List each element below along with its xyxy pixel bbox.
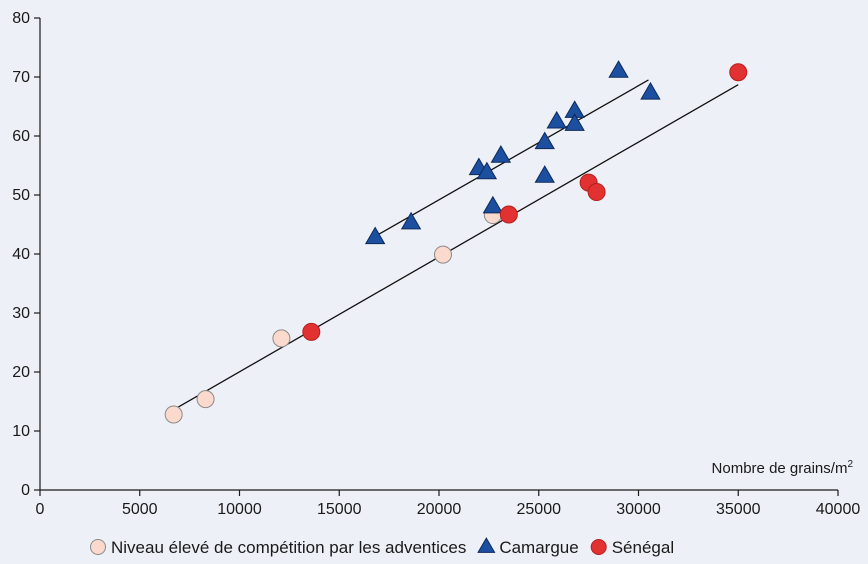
circle-point [302,322,321,341]
legend-marker [477,537,496,553]
circle-point [729,63,748,82]
triangle-point [534,131,555,150]
y-tick-label: 70 [12,69,30,86]
triangle-point [546,110,567,129]
triangle-point [640,81,661,100]
y-tick-label: 40 [12,246,30,263]
legend: Niveau élevé de compétition par les adve… [90,537,674,557]
triangle-point [364,226,386,245]
legend-label: Sénégal [612,538,674,557]
triangle-point [476,161,498,180]
circle-point [164,405,183,424]
x-tick-label: 15000 [317,501,362,518]
x-tick-label: 0 [36,501,45,518]
legend-label: Camargue [499,538,578,557]
trendline [374,79,649,237]
y-tick-label: 10 [12,423,30,440]
x-axis-annotation: Nombre de grains/m2 [712,459,854,477]
circle-point [196,390,215,409]
y-tick-label: 60 [12,128,30,145]
x-tick-label: 10000 [217,501,262,518]
x-tick-label: 5000 [122,501,158,518]
legend-label: Niveau élevé de compétition par les adve… [111,538,466,557]
triangle-point [490,145,512,163]
y-tick-label: 50 [12,187,30,204]
x-tick-label: 20000 [417,501,462,518]
circle-point [272,329,291,348]
data-points [164,60,748,424]
legend-marker [590,539,607,555]
triangle-point [482,195,504,214]
circle-point [587,183,606,202]
x-tick-label: 40000 [816,501,861,518]
legend-marker [90,539,106,555]
y-tick-label: 80 [12,10,30,27]
x-axis-annotation-text: Nombre de grains/m [712,460,848,477]
circle-point [433,245,452,264]
x-tick-label: 30000 [616,501,661,518]
x-axis-annotation-superscript: 2 [847,459,853,470]
x-tick-label: 35000 [716,501,761,518]
triangle-point [400,211,422,230]
y-tick-label: 30 [12,305,30,322]
triangle-point [608,60,629,78]
trendline [175,84,739,410]
x-tick-label: 25000 [517,501,562,518]
y-tick-label: 20 [12,364,30,381]
trendlines [175,79,739,410]
circle-point [499,205,518,224]
axes: 0 10 20 30 40 50 60 70 80 0 5000 10000 15000 20000 250… [12,10,860,518]
triangle-point [564,113,585,131]
y-tick-label: 0 [21,482,30,499]
triangle-point [534,165,555,183]
